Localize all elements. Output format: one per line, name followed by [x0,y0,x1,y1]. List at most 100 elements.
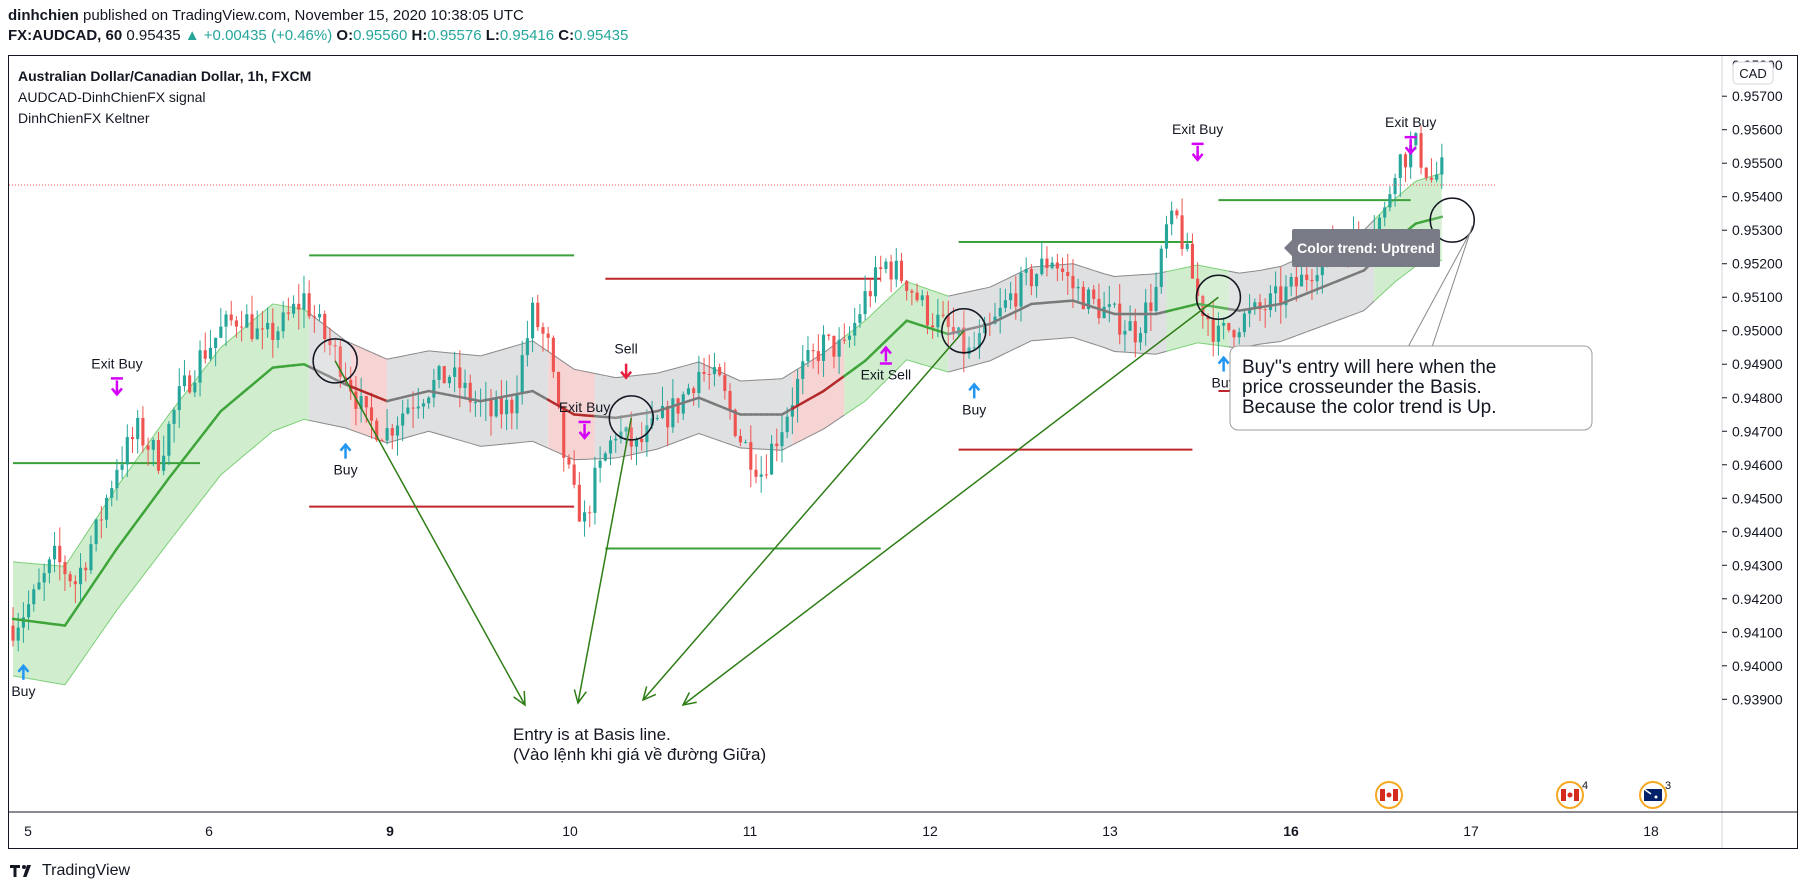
lower-band-segment [1399,273,1406,279]
lower-band-segment [677,438,684,442]
upper-band-segment [600,374,606,377]
upper-band-segment [95,510,102,520]
candle-body [598,460,602,468]
candle-body [1055,262,1059,269]
lower-band-segment [485,444,492,447]
upper-band-segment [963,291,970,294]
callout-box [1229,345,1593,431]
upper-band-segment [1415,179,1422,182]
time-axis[interactable]: 5 6 9 10 11 12 13 16 17 18 [9,811,1797,839]
lower-band-segment [994,355,1001,359]
lower-band-segment [496,443,502,446]
candle-body [58,545,62,563]
upper-band-segment [163,414,170,423]
candle-body [432,379,436,398]
lower-band-segment [74,662,81,671]
lower-band-segment [719,440,725,444]
currency-label: CAD [1739,66,1766,81]
lower-band-segment [158,548,165,556]
lower-band-segment [132,582,139,590]
candle-body [1279,286,1283,306]
candle-body [1263,309,1267,311]
candle-body [390,428,394,436]
upper-band-segment [1197,264,1203,267]
arrow-head [578,431,591,440]
upper-band-segment [1228,270,1235,273]
lower-band-segment [958,367,964,370]
lower-band-segment [547,447,554,451]
candle-body [520,355,524,394]
upper-band-segment [433,350,440,353]
author-name[interactable]: dinhchien [8,7,79,24]
upper-band-segment [875,305,882,312]
candle-body [868,291,872,297]
upper-band-segment [615,376,621,379]
candle-body [281,312,285,332]
candle-body [515,393,519,414]
close-label: C: [558,27,575,44]
upper-band-segment [376,354,383,358]
lower-band-segment [1373,295,1380,302]
upper-band-segment [953,293,959,296]
lower-band-segment [895,364,902,371]
candle-body [536,302,540,328]
candle-body [458,367,462,388]
signal-arrow-icon [968,382,981,399]
candles [11,125,1444,652]
australia-flag-icon: 3 [1639,780,1671,809]
upper-band-segment [1207,266,1214,269]
tradingview-logo-icon [10,865,31,877]
lower-band-segment [1218,344,1224,347]
upper-band-segment [204,360,211,368]
lower-band-segment [236,457,242,463]
entry-annotation-text: Entry is at Basis line. [513,725,671,744]
candle-body [1144,302,1148,334]
upper-band-segment [485,352,492,355]
signal-arrow-icon [620,363,633,380]
candle-body [427,397,431,404]
candle-body [655,417,659,419]
price-change: +0.00435 (+0.46%) [203,27,333,44]
candle-body [421,403,426,407]
upper-band-segment [272,303,279,306]
lower-band-segment [1275,340,1281,343]
upper-band-segment [542,347,549,352]
lower-band-segment [844,411,850,416]
open-value: 0.95560 [353,27,408,44]
price-tick-label: 0.95600 [1732,122,1783,138]
upper-band-segment [392,356,398,359]
candle-body [1211,319,1215,342]
candle-body [873,267,878,297]
upper-band-segment [516,343,523,346]
candle-body [541,327,545,334]
brand-name[interactable]: TradingView [42,862,131,879]
candle-body [603,453,607,461]
lower-band-segment [168,534,175,543]
upper-band-segment [1420,177,1427,181]
lower-band-segment [173,528,180,536]
lower-band-segment [178,521,185,529]
event-count: 3 [1665,780,1671,792]
chart-header: dinhchien published on TradingView.com, … [8,6,628,46]
upper-band-segment [511,344,518,348]
candle-body [697,371,701,394]
candle-body [640,438,644,443]
lower-band-segment [792,441,798,446]
upper-band-segment [922,286,928,290]
lower-band-segment [979,361,985,365]
upper-band-segment [579,369,585,372]
lower-band-segment [729,443,736,447]
indicator-keltner[interactable]: DinhChienFX Keltner [18,110,150,126]
price-axis[interactable]: 0.95700 0.95600 0.95500 0.95400 0.95300 0.952… [1721,56,1783,848]
candle-body [73,581,77,585]
candle-body [156,439,161,471]
candle-body [198,350,202,383]
canada-flag-icon: 4 [1556,780,1588,809]
candle-body [411,407,415,409]
indicator-signal[interactable]: AUDCAD-DinhChienFX signal [18,89,206,105]
candle-body [323,313,327,340]
symbol-title[interactable]: Australian Dollar/Canadian Dollar, 1h, F… [18,68,312,84]
basis-segment [105,554,113,566]
lower-band-segment [490,444,497,446]
